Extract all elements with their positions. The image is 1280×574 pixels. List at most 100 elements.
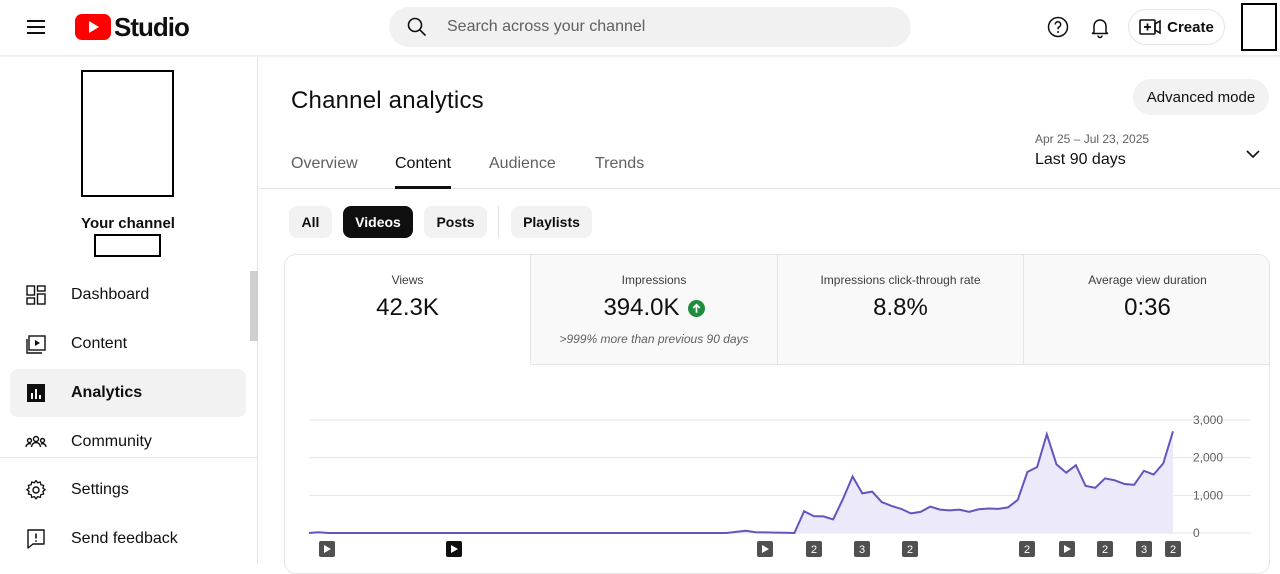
video-count-marker: 3 xyxy=(854,541,870,557)
chip-all[interactable]: All xyxy=(289,206,332,238)
studio-logo[interactable]: Studio xyxy=(75,11,190,42)
notifications-bell-icon[interactable] xyxy=(1088,15,1112,39)
sidebar-item-content[interactable]: Content xyxy=(10,320,246,368)
analytics-tabs: Overview Content Audience Trends xyxy=(259,143,1280,189)
metric-comparison: >999% more than previous 90 days xyxy=(559,332,749,346)
community-icon xyxy=(25,435,47,448)
sidebar-item-settings[interactable]: Settings xyxy=(10,466,246,514)
help-icon[interactable] xyxy=(1046,15,1070,39)
chart-area xyxy=(309,431,1173,533)
video-count-marker: 2 xyxy=(1019,541,1035,557)
y-tick-label: 3,000 xyxy=(1193,413,1223,427)
sidebar-item-send-feedback[interactable]: Send feedback xyxy=(10,515,246,563)
video-count-marker: 2 xyxy=(1165,541,1181,557)
sidebar-item-label: Settings xyxy=(71,481,129,498)
advanced-mode-button[interactable]: Advanced mode xyxy=(1133,79,1269,115)
date-period-label[interactable]: Last 90 days xyxy=(1035,151,1126,168)
search-input[interactable] xyxy=(447,18,867,36)
menu-icon[interactable] xyxy=(24,15,48,39)
metric-avg-view-duration[interactable]: Average view duration 0:36 xyxy=(1024,255,1269,365)
marker-count: 3 xyxy=(1141,544,1147,556)
create-label: Create xyxy=(1167,18,1214,36)
account-avatar[interactable] xyxy=(1241,3,1277,51)
y-tick-label: 2,000 xyxy=(1193,451,1223,465)
sidebar-item-dashboard[interactable]: Dashboard xyxy=(10,271,246,319)
chip-posts[interactable]: Posts xyxy=(424,206,487,238)
sidebar-item-label: Dashboard xyxy=(71,286,150,303)
sidebar: Your channel Dashboard Content Analytics xyxy=(0,57,258,564)
chart-line xyxy=(308,430,1174,535)
metric-value: 0:36 xyxy=(1124,294,1171,321)
metric-value: 8.8% xyxy=(873,294,928,321)
metrics-card: Views 42.3K Impressions 394.0K >999% mor… xyxy=(284,254,1270,574)
create-button[interactable]: Create xyxy=(1128,9,1225,45)
feedback-icon xyxy=(27,529,45,549)
sidebar-item-community[interactable]: Community xyxy=(10,418,246,466)
sidebar-divider xyxy=(0,457,257,458)
date-range-text: Apr 25 – Jul 23, 2025 xyxy=(1035,132,1150,146)
top-bar: Studio Create xyxy=(0,0,1280,56)
video-count-marker: 2 xyxy=(806,541,822,557)
y-axis-ticks: 3,000 2,000 1,000 0 xyxy=(1193,413,1223,540)
page-title: Channel analytics xyxy=(291,87,484,114)
marker-count: 3 xyxy=(859,544,865,556)
channel-name xyxy=(94,234,161,257)
trend-up-icon xyxy=(687,299,705,317)
metric-impressions[interactable]: Impressions 394.0K >999% more than previ… xyxy=(531,255,778,365)
metric-ctr[interactable]: Impressions click-through rate 8.8% xyxy=(778,255,1024,365)
video-marker xyxy=(446,541,462,557)
video-marker xyxy=(1059,541,1075,557)
tab-trends[interactable]: Trends xyxy=(595,155,645,172)
metric-label: Impressions xyxy=(621,273,687,287)
y-tick-label: 1,000 xyxy=(1193,488,1223,502)
video-count-marker: 2 xyxy=(1097,541,1113,557)
tab-audience[interactable]: Audience xyxy=(489,155,556,172)
dashboard-icon xyxy=(26,285,46,305)
play-icon xyxy=(762,545,769,553)
marker-count: 2 xyxy=(1170,544,1176,556)
play-icon xyxy=(324,545,331,553)
main-content: Channel analytics Advanced mode Apr 25 –… xyxy=(259,57,1280,574)
metric-views[interactable]: Views 42.3K xyxy=(285,255,531,365)
channel-avatar[interactable] xyxy=(81,70,174,197)
video-count-marker: 2 xyxy=(902,541,918,557)
sidebar-item-label: Community xyxy=(71,433,152,450)
video-markers: 2 3 2 2 2 3 2 xyxy=(319,541,1181,557)
play-icon xyxy=(1064,545,1071,553)
chip-videos[interactable]: Videos xyxy=(343,206,413,238)
sidebar-item-analytics[interactable]: Analytics xyxy=(10,369,246,417)
metric-label: Average view duration xyxy=(1088,273,1207,287)
content-icon xyxy=(26,335,46,354)
video-count-marker: 3 xyxy=(1136,541,1152,557)
your-channel-label: Your channel xyxy=(81,215,175,232)
marker-count: 2 xyxy=(811,544,817,556)
chip-playlists[interactable]: Playlists xyxy=(511,206,592,238)
chip-divider xyxy=(498,206,499,238)
sidebar-item-label: Content xyxy=(71,335,128,352)
metric-value: 394.0K xyxy=(603,294,680,321)
tab-overview[interactable]: Overview xyxy=(291,155,358,172)
marker-count: 2 xyxy=(907,544,913,556)
sidebar-item-label: Analytics xyxy=(71,384,143,401)
marker-count: 2 xyxy=(1024,544,1030,556)
video-marker xyxy=(319,541,335,557)
play-icon xyxy=(451,545,458,553)
video-marker xyxy=(757,541,773,557)
metric-label: Views xyxy=(391,273,424,287)
gear-icon xyxy=(26,479,46,500)
create-video-icon xyxy=(1139,19,1161,35)
tab-content[interactable]: Content xyxy=(395,155,452,189)
sidebar-item-label: Send feedback xyxy=(71,530,178,547)
views-chart: 3,000 2,000 1,000 0 2 3 2 2 2 3 2 xyxy=(308,413,1251,557)
metric-label: Impressions click-through rate xyxy=(820,273,981,287)
logo-text: Studio xyxy=(114,11,190,42)
marker-count: 2 xyxy=(1102,544,1108,556)
metric-value: 42.3K xyxy=(376,294,439,321)
search-bar[interactable] xyxy=(389,7,911,47)
youtube-logo-icon xyxy=(75,14,111,40)
search-icon xyxy=(407,17,427,37)
y-tick-label: 0 xyxy=(1193,526,1200,540)
chevron-down-icon[interactable] xyxy=(1241,142,1265,166)
analytics-icon xyxy=(27,384,45,402)
sidebar-scrollbar[interactable] xyxy=(250,271,258,341)
